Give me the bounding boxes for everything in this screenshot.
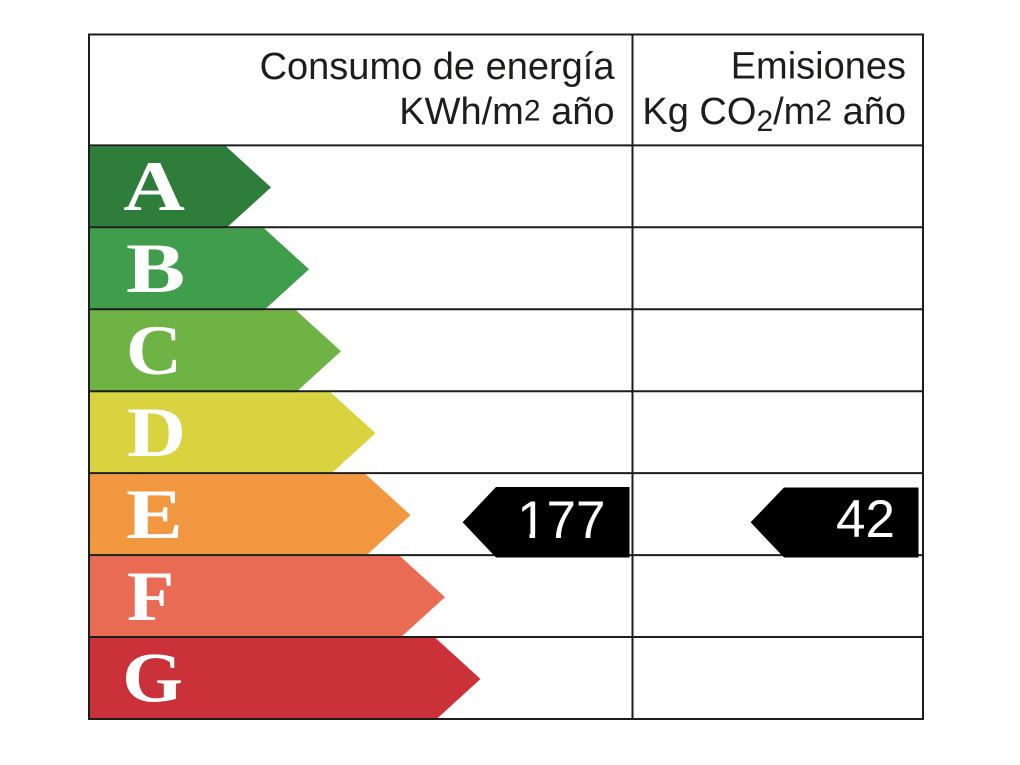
svg-text:42: 42	[836, 490, 895, 549]
svg-text:A: A	[123, 147, 185, 226]
svg-text:B: B	[126, 229, 185, 308]
svg-text:Kg CO2/m2 año: Kg CO2/m2 año	[642, 91, 906, 138]
svg-text:D: D	[127, 393, 186, 472]
svg-text:177: 177	[517, 491, 605, 550]
svg-text:C: C	[126, 312, 182, 390]
svg-text:G: G	[122, 639, 183, 718]
svg-text:F: F	[127, 558, 174, 636]
svg-text:E: E	[126, 475, 183, 554]
svg-text:KWh/m2 año: KWh/m2 año	[399, 91, 614, 133]
svg-text:Emisiones: Emisiones	[731, 46, 906, 88]
svg-text:Consumo de energía: Consumo de energía	[260, 46, 616, 88]
